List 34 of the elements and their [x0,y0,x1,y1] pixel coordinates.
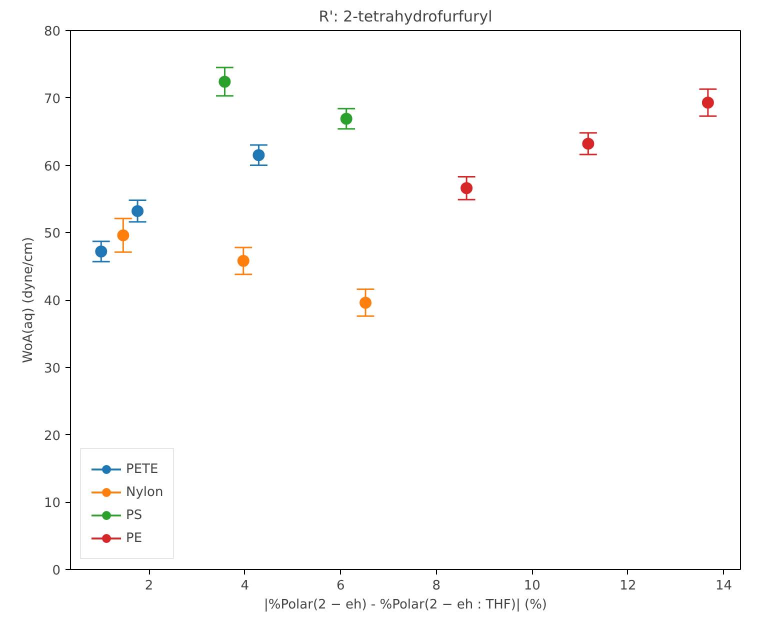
y-tick-label: 30 [44,361,61,376]
x-tick-label: 8 [432,578,441,594]
x-axis-title: |%Polar(2 − eh) - %Polar(2 − eh : THF)| (%) [264,598,548,612]
y-tick-label: 40 [44,294,61,309]
point [582,138,594,150]
y-tick-label: 70 [44,92,61,107]
y-tick-label: 20 [44,428,61,444]
x-tick-label: 4 [240,578,249,594]
point [117,229,130,242]
chart-title: R': 2-tetrahydrofurfuryl [318,8,492,26]
y-tick-label: 0 [52,564,61,578]
x-tick-label: 2 [144,578,154,594]
legend-label: Nylon [126,484,164,500]
point [237,254,250,267]
point [360,296,372,309]
point [132,205,144,218]
y-tick-label: 60 [44,159,61,174]
point [95,246,108,258]
x-tick-label: 6 [336,578,345,594]
legend-label: PETE [126,462,158,476]
point [218,76,231,88]
x-tick-label: 14 [715,578,732,594]
y-tick-label: 10 [44,496,61,512]
legend-label: PE [126,530,144,546]
point [702,96,714,109]
y-tick-label: 80 [44,24,61,40]
point [460,182,473,194]
y-tick-label: 50 [44,226,61,242]
x-tick-label: 12 [620,578,636,594]
legend-label: PS [126,508,144,522]
point [252,149,265,162]
y-axis-title: WoA(aq) (dyne/cm) [20,237,36,363]
point [340,112,352,125]
x-tick-label: 10 [524,578,540,594]
